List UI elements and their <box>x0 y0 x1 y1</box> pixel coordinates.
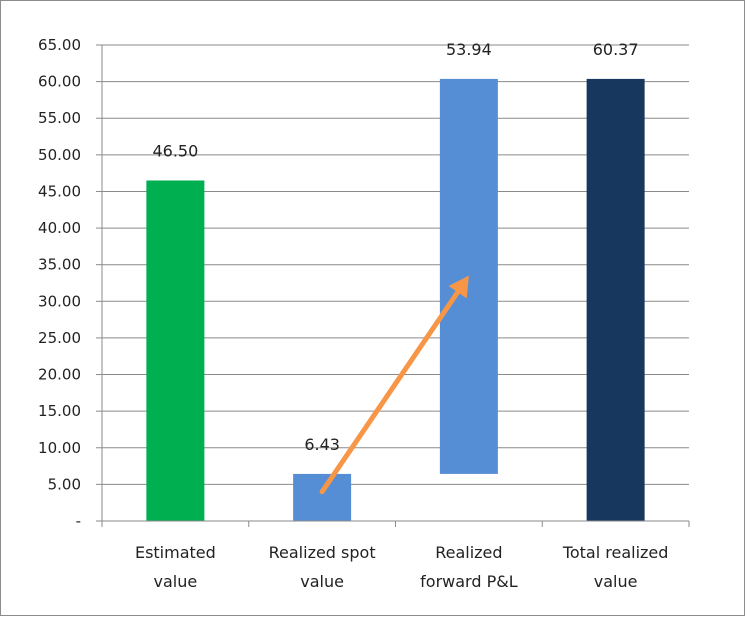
y-tick-label: 65.00 <box>38 36 81 54</box>
y-tick-label: 25.00 <box>38 329 81 347</box>
y-tick-label: 60.00 <box>38 73 81 91</box>
bar <box>439 78 498 474</box>
bar <box>146 180 205 521</box>
arrow-shaft <box>319 289 461 495</box>
bars <box>146 78 645 521</box>
y-tick-label: 50.00 <box>38 146 81 164</box>
bar <box>586 78 645 521</box>
y-tick-label: 40.00 <box>38 219 81 237</box>
y-tick-label: 5.00 <box>48 475 81 493</box>
y-tick-label: - <box>76 512 81 530</box>
data-label: 46.50 <box>152 141 198 160</box>
axes: - 5.00 10.00 15.00 20.00 25.00 30.00 35.00 40.00… <box>38 36 690 530</box>
y-tick-label: 35.00 <box>38 256 81 274</box>
y-tick-label: 10.00 <box>38 439 81 457</box>
y-tick-label: 30.00 <box>38 292 81 310</box>
y-tick-label: 15.00 <box>38 402 81 420</box>
x-tick-label: Estimated value <box>135 543 216 591</box>
data-label: 53.94 <box>446 40 492 59</box>
data-label: 6.43 <box>304 435 340 454</box>
bar <box>293 473 352 521</box>
y-tick-label: 45.00 <box>38 182 81 200</box>
x-tick-label: Realized spot value <box>269 543 376 591</box>
annotations <box>319 275 469 495</box>
x-tick-label: Realized forward P&L <box>420 543 518 591</box>
x-tick-label: Total realized value <box>562 543 669 591</box>
data-label: 60.37 <box>593 40 639 59</box>
labels: 46.50 6.43 53.94 60.37 Estimated value Realize… <box>135 40 668 591</box>
y-tick-label: 20.00 <box>38 366 81 384</box>
arrow-head <box>448 275 469 299</box>
y-tick-label: 55.00 <box>38 109 81 127</box>
